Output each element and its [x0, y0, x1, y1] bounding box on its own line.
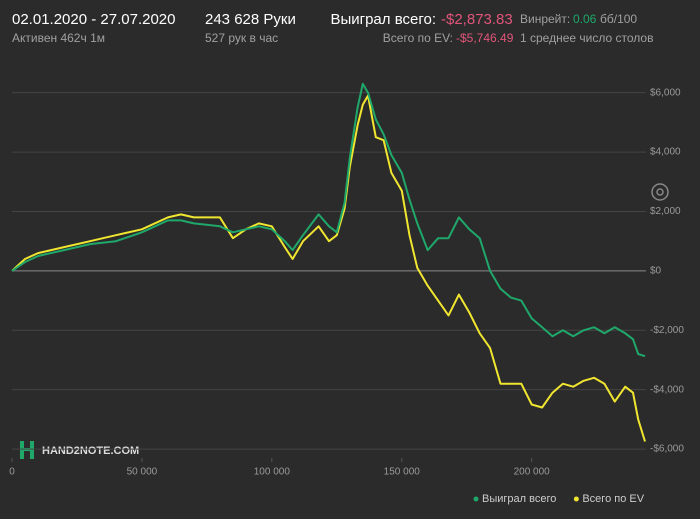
gear-center[interactable]	[656, 188, 664, 196]
tables: 1 среднее число столов	[520, 31, 653, 45]
gear[interactable]	[651, 183, 669, 201]
winrate-value: 0.06	[573, 12, 597, 26]
x-tick-label: 50 000	[127, 467, 158, 478]
y-tick-label: $0	[650, 266, 662, 277]
logo-text: HAND2NOTE.COM	[42, 445, 139, 457]
won-label: Выиграл всего:	[330, 11, 436, 28]
active-time: Активен 462ч 1м	[12, 31, 105, 45]
x-tick-label: 0	[9, 467, 15, 478]
legend-label: Выиграл всего	[482, 493, 556, 505]
y-tick-label: -$2,000	[650, 325, 684, 336]
legend-marker	[573, 496, 579, 502]
x-tick-label: 200 000	[514, 467, 551, 478]
series-line	[11, 94, 646, 442]
x-tick-label: 150 000	[384, 467, 421, 478]
y-tick-label: $2,000	[650, 206, 681, 217]
y-tick-label: $4,000	[650, 147, 681, 158]
hands-per-hour: 527 рук в час	[205, 31, 278, 45]
settings-icon[interactable]	[651, 183, 669, 201]
ev-value: -$5,746.49	[456, 31, 514, 45]
won-value: -$2,873.83	[441, 11, 513, 28]
hands: 243 628 Руки	[205, 11, 296, 28]
y-tick-label: -$6,000	[650, 444, 684, 455]
period: 02.01.2020 - 27.07.2020	[12, 11, 175, 28]
ev-label: Всего по EV:	[383, 31, 453, 45]
legend-label: Всего по EV	[582, 493, 644, 505]
x-tick-label: 100 000	[254, 467, 291, 478]
winrate-label: Винрейт:	[520, 12, 570, 26]
series-line	[11, 82, 646, 358]
y-tick-label: -$4,000	[650, 384, 684, 395]
y-tick-label: $6,000	[650, 87, 681, 98]
legend-marker	[473, 496, 479, 502]
winrate-unit: бб/100	[600, 12, 637, 26]
